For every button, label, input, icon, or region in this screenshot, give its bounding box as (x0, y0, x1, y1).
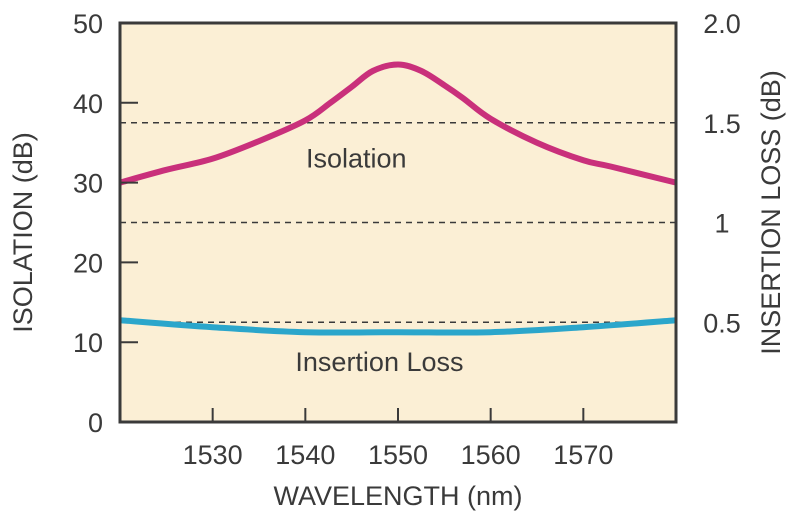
y-tick-label: 50 (73, 9, 103, 39)
y-axis-ticks: 0 10 20 30 40 50 (73, 9, 138, 438)
x-tick-label: 1530 (183, 440, 243, 470)
y-axis-title: ISOLATION (dB) (8, 132, 38, 333)
x-tick-label: 1550 (368, 440, 428, 470)
gridlines (120, 122, 676, 323)
y2-axis-title: INSERTION LOSS (dB) (756, 70, 786, 355)
y2-tick-label: 1.5 (703, 109, 741, 139)
x-axis-ticks: 1530 1540 1550 1560 1570 (183, 408, 613, 470)
y-tick-label: 40 (73, 89, 103, 119)
y-tick-label: 30 (73, 169, 103, 199)
x-tick-label: 1570 (553, 440, 613, 470)
y2-tick-label: 1 (714, 209, 729, 239)
y2-axis-ticks: 0.5 1 1.5 2.0 (703, 9, 741, 338)
annotation-isolation: Isolation (306, 144, 407, 174)
x-tick-label: 1540 (275, 440, 335, 470)
x-tick-label: 1560 (461, 440, 521, 470)
annotations: Isolation Insertion Loss (295, 144, 463, 377)
y-tick-label: 10 (73, 328, 103, 358)
annotation-insertion-loss: Insertion Loss (295, 347, 463, 377)
series-lines (119, 61, 677, 336)
y2-tick-label: 0.5 (703, 308, 741, 338)
x-axis-title: WAVELENGTH (nm) (273, 481, 522, 511)
y-tick-label: 20 (73, 248, 103, 278)
series-line-isolation (119, 61, 677, 186)
y2-tick-label: 2.0 (703, 9, 741, 39)
y-tick-label: 0 (88, 408, 103, 438)
series-line-insertion-loss (119, 317, 677, 336)
